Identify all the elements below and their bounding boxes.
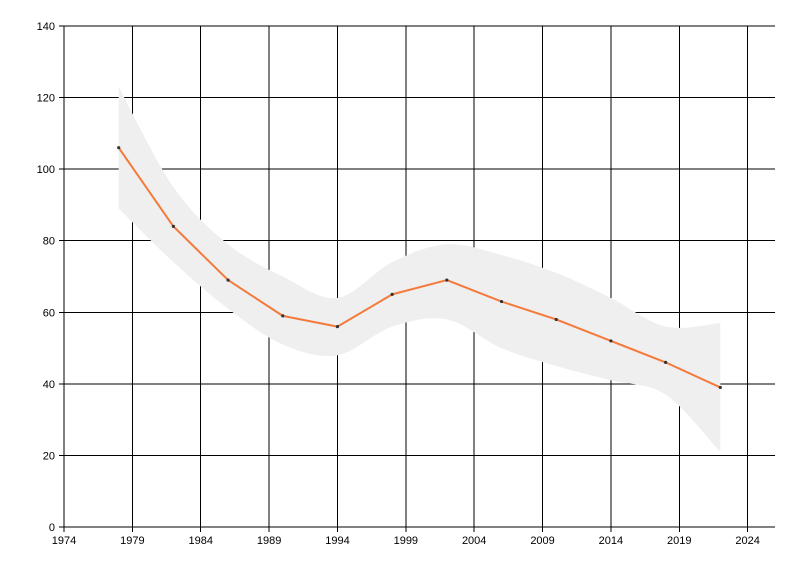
data-point <box>445 278 449 282</box>
x-tick-label: 1974 <box>52 535 76 547</box>
x-tick-label: 1999 <box>394 535 418 547</box>
data-point <box>117 146 121 150</box>
data-point <box>335 325 340 329</box>
y-tick-label: 80 <box>43 236 55 248</box>
y-tick-label: 0 <box>49 522 55 534</box>
data-point <box>499 299 504 304</box>
y-tick-label: 20 <box>43 450 55 462</box>
data-point <box>609 339 613 343</box>
x-tick-label: 1984 <box>188 535 212 547</box>
data-point <box>664 360 668 364</box>
y-tick-label: 60 <box>43 307 55 319</box>
tick-labels: 1974 1979 1984 1989 1994 1999 2004 2009 2014 2019… <box>37 21 760 547</box>
data-point <box>281 314 285 318</box>
axes <box>59 25 775 532</box>
data-point <box>390 292 394 296</box>
x-tick-label: 2019 <box>667 535 691 547</box>
x-tick-label: 2014 <box>599 535 623 547</box>
x-tick-label: 1989 <box>257 535 281 547</box>
x-tick-label: 1979 <box>120 535 144 547</box>
x-tick-label: 2009 <box>530 535 554 547</box>
y-tick-label: 120 <box>37 93 55 105</box>
x-tick-label: 1994 <box>325 535 349 547</box>
series-layer <box>117 146 722 390</box>
data-point <box>554 317 558 322</box>
y-tick-label: 100 <box>37 164 55 176</box>
data-point <box>226 278 230 282</box>
y-tick-label: 140 <box>37 21 55 33</box>
confidence-band <box>118 86 721 452</box>
data-point <box>171 224 175 228</box>
x-tick-label: 2004 <box>462 535 486 547</box>
y-tick-label: 40 <box>43 379 55 391</box>
data-point <box>718 385 722 390</box>
series-line <box>117 147 721 389</box>
x-tick-label: 2024 <box>735 535 759 547</box>
confidence-band-layer <box>118 86 721 452</box>
